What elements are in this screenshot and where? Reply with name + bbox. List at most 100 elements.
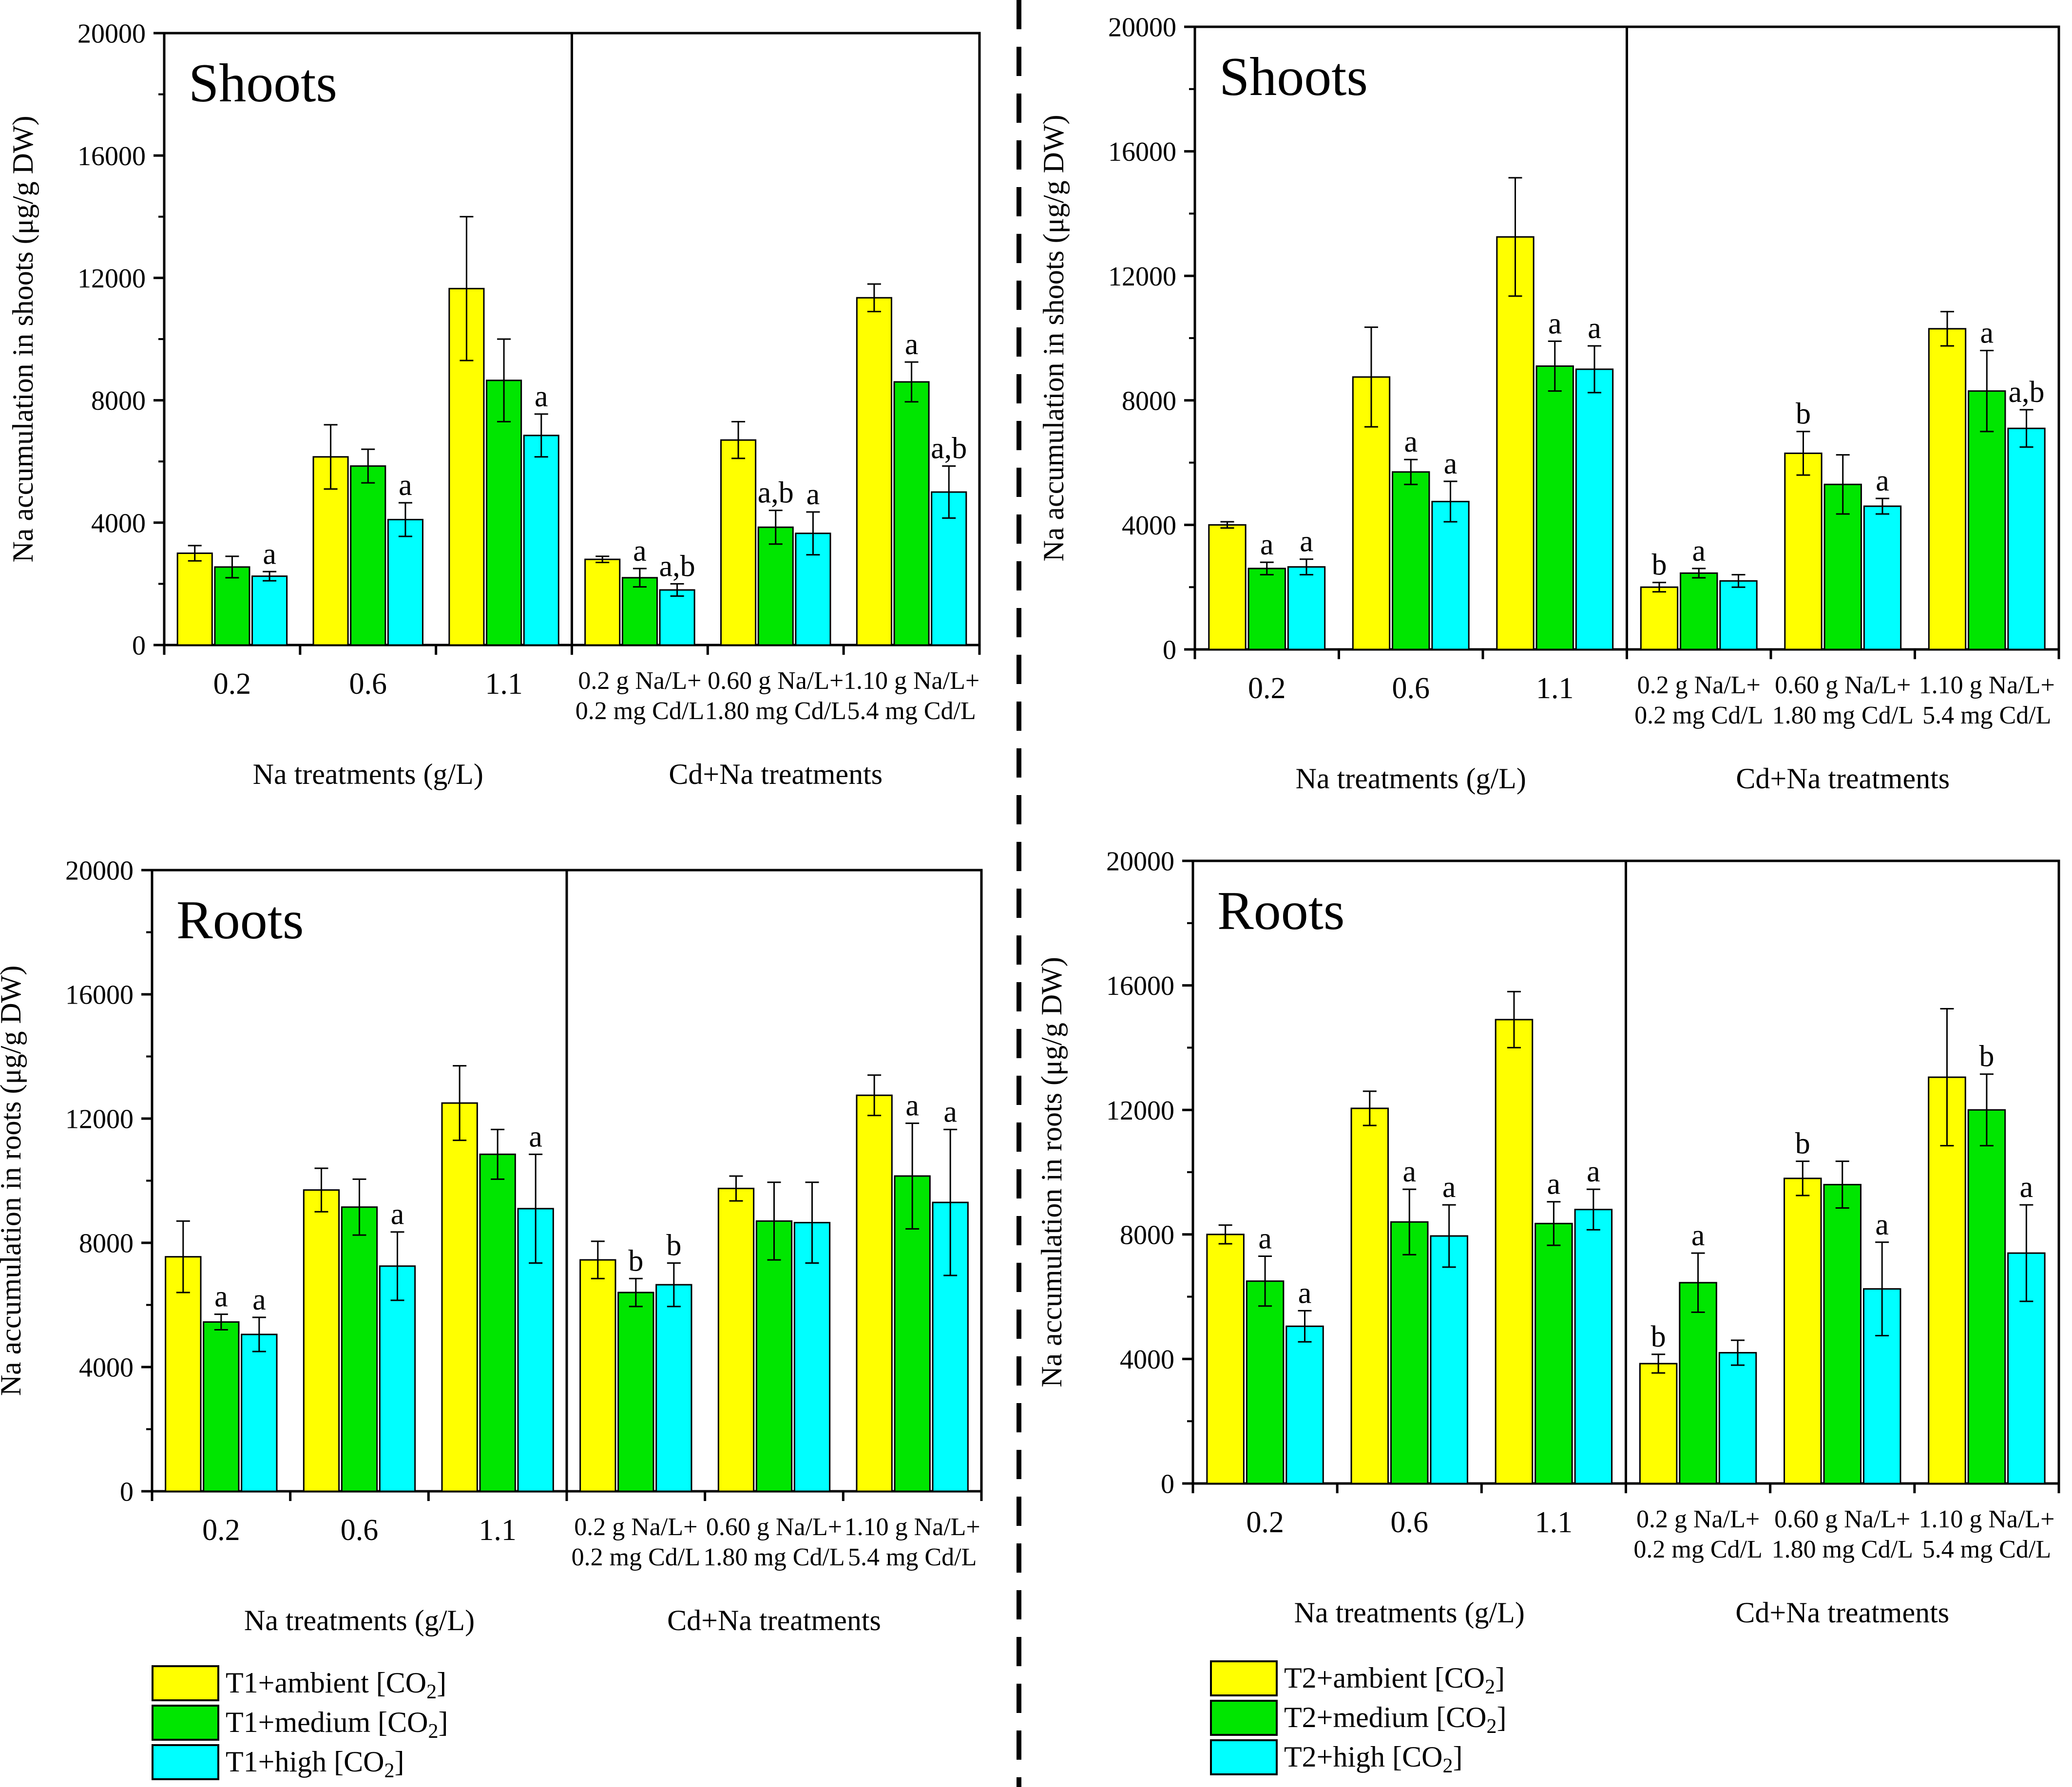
bar — [1206, 1234, 1245, 1484]
bar — [659, 589, 695, 646]
x-category-label: 0.6 — [349, 667, 387, 701]
x-category-label: 0.2 mg Cd/L — [576, 697, 704, 725]
y-axis-label: Na accumulation in shoots (μg/g DW) — [7, 116, 39, 563]
legend-swatch — [152, 1705, 219, 1741]
significance-letter: b — [1651, 1320, 1666, 1353]
bar — [1639, 1363, 1678, 1484]
y-tick-label: 8000 — [79, 1229, 134, 1259]
bar — [755, 1220, 793, 1492]
legend-swatch — [1210, 1739, 1278, 1775]
bar — [1392, 471, 1430, 650]
significance-letter: a — [1442, 1171, 1456, 1204]
y-tick-label: 4000 — [1122, 511, 1176, 541]
bar — [1575, 368, 1614, 650]
x-section-label: Na treatments (g/L) — [253, 758, 483, 790]
bar — [1390, 1221, 1429, 1484]
significance-letter: a — [1980, 317, 1994, 350]
y-tick-label: 0 — [120, 1477, 134, 1507]
x-category-label: 0.6 — [1392, 672, 1430, 705]
y-tick-label: 20000 — [1108, 13, 1176, 43]
significance-letter: a — [1588, 312, 1601, 345]
x-category-label: 0.60 g Na/L+ — [706, 1513, 842, 1541]
significance-letter: a — [1875, 1208, 1889, 1241]
x-category-label: 1.1 — [479, 1514, 517, 1547]
legend-label: T1+ambient [CO2] — [226, 1667, 446, 1703]
bar — [2007, 427, 2046, 650]
y-axis-label: Na accumulation in shoots (μg/g DW) — [1037, 115, 1070, 562]
significance-letter: a — [391, 1198, 404, 1231]
significance-letter: a — [214, 1280, 228, 1313]
bar — [1495, 1019, 1534, 1484]
legend-t1: T1+ambient [CO2]T1+medium [CO2]T1+high [… — [152, 1665, 448, 1782]
legend-label: T2+medium [CO2] — [1284, 1701, 1506, 1738]
significance-letter: a,b — [2008, 376, 2044, 409]
bar — [1535, 1222, 1573, 1484]
bar — [1287, 566, 1326, 650]
x-category-label: 0.2 mg Cd/L — [1634, 702, 1763, 729]
bar — [241, 1333, 278, 1492]
significance-letter: a — [1547, 1168, 1561, 1201]
significance-letter: a,b — [659, 550, 695, 583]
x-category-label: 0.6 — [1391, 1506, 1429, 1539]
significance-letter: a — [905, 1089, 919, 1122]
bar — [1246, 1280, 1285, 1484]
bar — [621, 577, 658, 646]
legend-subscript: 2 — [1443, 1755, 1453, 1777]
bar — [1680, 572, 1718, 650]
legend-bracket: ] — [1453, 1741, 1463, 1773]
bar — [441, 1102, 478, 1492]
y-axis-label: Na accumulation in roots (μg/g DW) — [1036, 957, 1068, 1388]
x-section-label: Cd+Na treatments — [667, 1604, 881, 1636]
legend-label: T2+ambient [CO2] — [1284, 1662, 1505, 1698]
y-tick-label: 20000 — [1106, 847, 1174, 877]
y-tick-label: 16000 — [65, 980, 134, 1010]
bar — [203, 1321, 240, 1492]
x-category-label: 1.1 — [1535, 1506, 1573, 1539]
significance-letter: a — [1298, 1276, 1312, 1310]
bar — [1496, 236, 1535, 650]
x-category-label: 1.10 g Na/L+ — [844, 1513, 980, 1541]
y-tick-label: 4000 — [91, 508, 146, 538]
x-category-label: 0.6 — [341, 1514, 379, 1547]
significance-letter: a — [2020, 1171, 2034, 1204]
legend-swatch — [1210, 1660, 1278, 1696]
x-category-label: 0.2 g Na/L+ — [1637, 671, 1761, 699]
bar — [1535, 365, 1574, 650]
significance-letter: b — [1796, 398, 1811, 431]
x-category-label: 5.4 mg Cd/L — [847, 697, 976, 725]
y-tick-label: 0 — [132, 631, 146, 661]
x-category-label: 1.80 mg Cd/L — [703, 1543, 844, 1571]
x-category-label: 1.80 mg Cd/L — [1772, 1536, 1913, 1563]
significance-letter: a — [1404, 425, 1418, 458]
panel-title: Roots — [1217, 881, 1344, 941]
significance-letter: a — [633, 534, 647, 568]
bar — [303, 1189, 340, 1492]
x-category-label: 0.2 — [1248, 672, 1286, 705]
x-category-label: 0.60 g Na/L+ — [1775, 671, 1911, 699]
panel-title: Roots — [176, 890, 304, 951]
significance-letter: a — [905, 328, 919, 361]
bar — [1350, 1107, 1389, 1484]
legend-swatch — [152, 1744, 219, 1780]
bar — [893, 381, 930, 646]
legend-label: T1+medium [CO2] — [226, 1706, 448, 1743]
bar — [1208, 524, 1247, 650]
bar — [617, 1292, 654, 1492]
x-category-label: 0.2 — [202, 1514, 240, 1547]
bar — [251, 575, 288, 646]
y-tick-label: 20000 — [77, 19, 146, 49]
x-category-label: 1.1 — [485, 667, 523, 701]
significance-letter: a — [806, 478, 820, 511]
x-category-label: 0.2 g Na/L+ — [578, 667, 701, 695]
legend-t2: T2+ambient [CO2]T2+medium [CO2]T2+high [… — [1210, 1660, 1506, 1777]
bar — [655, 1284, 692, 1492]
y-tick-label: 0 — [1161, 1469, 1174, 1500]
x-category-label: 1.10 g Na/L+ — [1919, 1505, 2054, 1533]
x-section-label: Na treatments (g/L) — [1294, 1597, 1525, 1629]
y-tick-label: 12000 — [65, 1104, 134, 1135]
y-tick-label: 8000 — [1122, 386, 1176, 416]
bar — [717, 1187, 755, 1492]
bar — [379, 1265, 416, 1492]
